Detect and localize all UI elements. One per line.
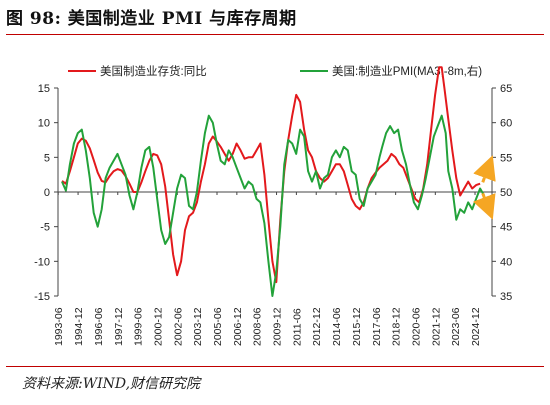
arrow-up-annotation — [473, 155, 496, 183]
y-right-tick-label: 60 — [500, 118, 512, 130]
x-tick-label: 2021-12 — [430, 307, 442, 346]
x-tick-label: 1996-06 — [93, 307, 105, 346]
y-right-tick-label: 40 — [500, 256, 512, 268]
y-right-tick-label: 50 — [500, 187, 512, 199]
x-tick-label: 2020-06 — [410, 307, 422, 346]
y-left-tick-label: -15 — [34, 291, 50, 303]
y-left-tick-label: 5 — [44, 152, 50, 164]
x-tick-label: 1994-12 — [73, 307, 85, 346]
y-left-tick-label: 15 — [38, 83, 50, 95]
x-tick-label: 2003-12 — [192, 307, 204, 346]
x-tick-label: 2018-12 — [391, 307, 403, 346]
figure-title: 图 98: 美国制造业 PMI 与库存周期 — [6, 9, 297, 29]
x-tick-label: 2014-06 — [331, 307, 343, 346]
legend-label-0: 美国制造业存货:同比 — [100, 64, 207, 78]
series-layer — [61, 66, 485, 297]
x-tick-label: 2005-06 — [212, 307, 224, 346]
annotation-layer — [473, 155, 496, 220]
y-right-tick-label: 45 — [500, 222, 512, 234]
series-line-pmi-ma3 — [61, 114, 485, 297]
y-left-tick-label: -5 — [40, 222, 50, 234]
y-left-tick-label: -10 — [34, 256, 50, 268]
title-rule — [6, 34, 544, 35]
legend-label-1: 美国:制造业PMI(MA3,-8m,右) — [332, 64, 482, 78]
x-tick-label: 2017-06 — [371, 307, 383, 346]
legend: 美国制造业存货:同比 美国:制造业PMI(MA3,-8m,右) — [68, 64, 482, 78]
x-tick-label: 2002-06 — [172, 307, 184, 346]
x-tick-label: 2008-06 — [252, 307, 264, 346]
x-tick-label: 2011-06 — [291, 308, 303, 346]
source-note: 资料来源:WIND,财信研究院 — [22, 376, 201, 392]
y-right-tick-label: 55 — [500, 152, 512, 164]
y-right-tick-label: 35 — [500, 291, 512, 303]
x-tick-label: 2015-12 — [351, 307, 363, 346]
x-tick-label: 1997-12 — [113, 307, 125, 346]
y-right-tick-label: 65 — [500, 83, 512, 95]
x-tick-label: 2023-06 — [450, 307, 462, 346]
y-left-tick-label: 0 — [44, 187, 50, 199]
x-tick-label: 1993-06 — [53, 307, 65, 346]
source-rule — [6, 366, 544, 367]
x-tick-label: 1999-06 — [133, 307, 145, 346]
x-tick-label: 2009-12 — [272, 307, 284, 346]
x-tick-label: 2024-12 — [470, 307, 482, 346]
arrow-down-annotation — [473, 192, 496, 220]
x-tick-label: 2000-12 — [152, 307, 164, 346]
x-tick-label: 2012-12 — [311, 307, 323, 346]
series-line-inventory-yoy — [61, 66, 481, 284]
x-tick-label: 2006-12 — [232, 307, 244, 346]
y-left-tick-label: 10 — [38, 118, 50, 130]
